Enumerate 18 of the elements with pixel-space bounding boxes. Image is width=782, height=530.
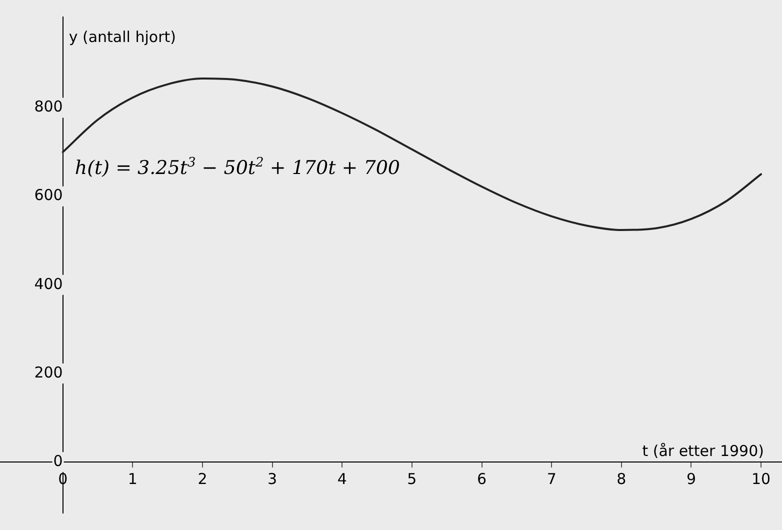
x-tick-label: 9 [686,470,696,488]
y-tick-label: 0 [53,452,63,470]
y-axis-title: y (antall hjort) [68,28,176,46]
x-tick-label: 4 [337,470,347,488]
x-tick-label: 7 [546,470,556,488]
x-tick-label: 6 [476,470,487,488]
x-tick-label: 3 [268,470,278,488]
x-tick-label: 1 [128,470,138,488]
y-tick-label: 400 [34,274,63,293]
x-tick-label: 10 [752,470,771,488]
x-tick-label: 8 [616,470,626,488]
y-tick-label: 600 [34,186,63,204]
line-series [62,78,762,232]
x-axis-title: t (år etter 1990) [642,442,764,460]
x-tick-label: 5 [407,470,417,488]
x-tick-label: 2 [198,470,208,488]
y-tick-label: 200 [34,363,63,382]
y-tick-label: 800 [34,98,63,116]
